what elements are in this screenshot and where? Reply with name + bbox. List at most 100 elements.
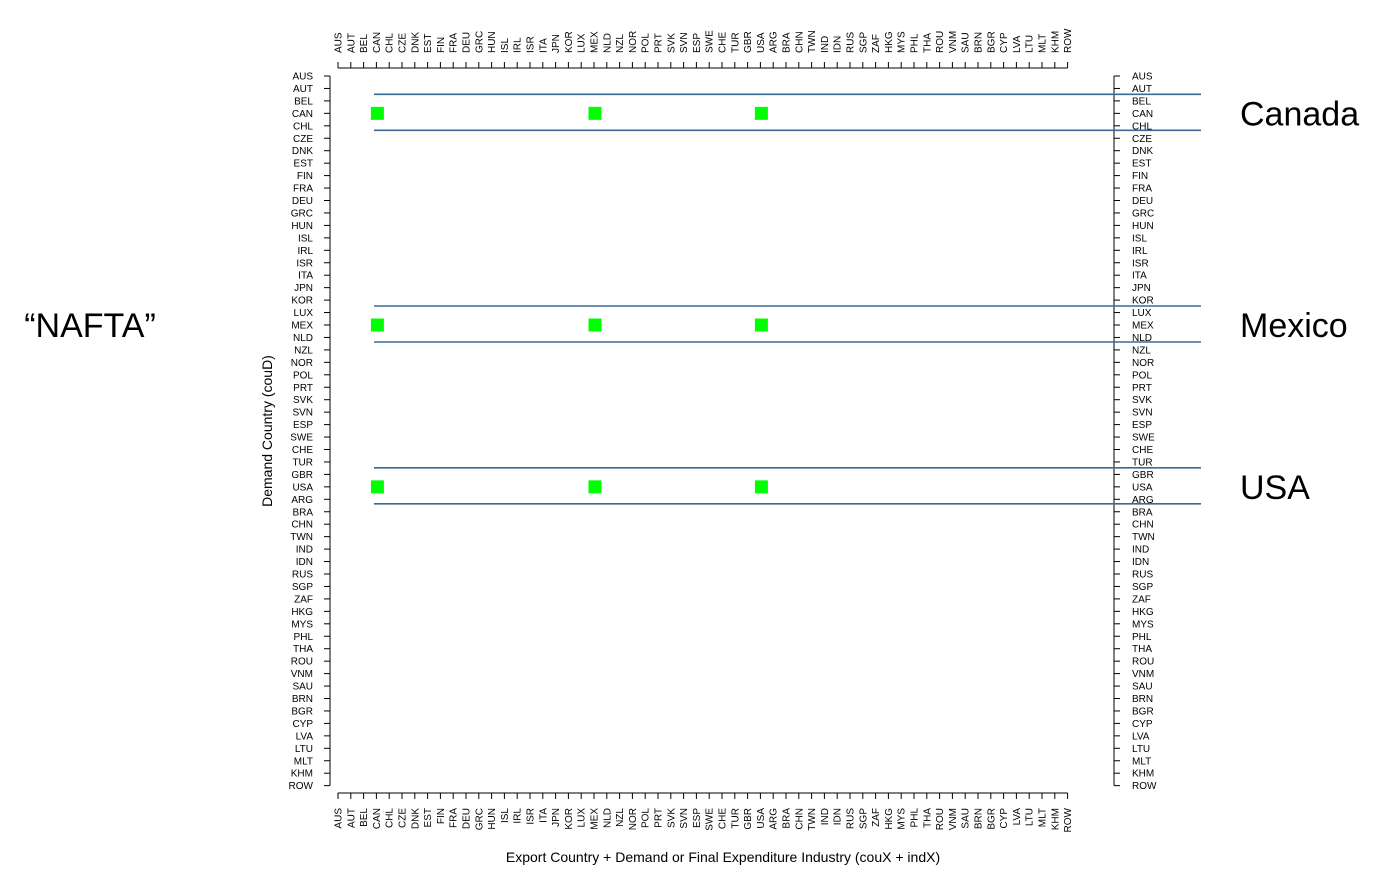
y-tick-label-right: LVA bbox=[1132, 731, 1150, 742]
x-tick-label-top: FRA bbox=[449, 33, 460, 53]
y-tick-label-right: AUT bbox=[1132, 84, 1152, 95]
y-tick-label-left: JPN bbox=[294, 283, 313, 294]
y-tick-label-left: KOR bbox=[291, 296, 313, 307]
y-tick-label-right: ROU bbox=[1132, 657, 1154, 668]
y-tick-label-right: MEX bbox=[1132, 321, 1154, 332]
y-tick-label-right: POL bbox=[1132, 370, 1152, 381]
y-tick-label-left: ZAF bbox=[294, 594, 313, 605]
x-tick-label-top: POL bbox=[641, 33, 652, 53]
y-tick-label-right: ISL bbox=[1132, 233, 1147, 244]
x-tick-label-bottom: ESP bbox=[692, 808, 703, 828]
y-tick-label-right: USA bbox=[1132, 482, 1153, 493]
y-tick-label-right: GBR bbox=[1132, 470, 1154, 481]
y-tick-label-left: CHN bbox=[291, 520, 313, 531]
y-tick-label-right: NLD bbox=[1132, 333, 1152, 344]
x-tick-label-bottom: TUR bbox=[730, 808, 741, 829]
y-tick-label-left: SGP bbox=[292, 582, 313, 593]
y-tick-label-left: HUN bbox=[291, 221, 313, 232]
y-tick-label-left: BRA bbox=[292, 507, 313, 518]
nafta-group-label: “NAFTA” bbox=[24, 307, 156, 345]
x-tick-label-top: HKG bbox=[884, 31, 895, 53]
y-tick-label-right: ISR bbox=[1132, 258, 1149, 269]
x-tick-label-top: AUT bbox=[346, 33, 357, 53]
x-tick-label-top: SVN bbox=[679, 32, 690, 53]
y-tick-label-right: JPN bbox=[1132, 283, 1151, 294]
x-tick-label-top: FIN bbox=[436, 37, 447, 53]
y-tick-label-left: SWE bbox=[290, 433, 313, 444]
y-tick-label-left: USA bbox=[292, 482, 313, 493]
row-label-mexico: Mexico bbox=[1240, 307, 1348, 345]
y-tick-label-right: SAU bbox=[1132, 682, 1153, 693]
x-tick-label-bottom: ISL bbox=[500, 808, 511, 823]
x-tick-label-top: TUR bbox=[730, 32, 741, 53]
x-tick-label-bottom: USA bbox=[756, 808, 767, 829]
y-tick-label-right: NOR bbox=[1132, 358, 1154, 369]
y-tick-label-right: BRN bbox=[1132, 694, 1153, 705]
x-tick-label-bottom: BGR bbox=[986, 808, 997, 830]
y-tick-label-left: VNM bbox=[291, 669, 313, 680]
x-tick-label-bottom: KOR bbox=[564, 808, 575, 830]
x-tick-label-top: NZL bbox=[615, 34, 626, 53]
x-tick-label-bottom: SAU bbox=[961, 808, 972, 829]
y-axis-title: Demand Country (couD) bbox=[259, 355, 275, 507]
y-tick-label-right: IRL bbox=[1132, 246, 1148, 257]
y-tick-label-left: TUR bbox=[292, 457, 313, 468]
x-tick-label-bottom: LVA bbox=[1012, 808, 1023, 826]
y-tick-label-right: SVN bbox=[1132, 408, 1153, 419]
x-axis-title: Export Country + Demand or Final Expendi… bbox=[506, 849, 940, 865]
y-tick-label-left: CHL bbox=[293, 121, 313, 132]
y-tick-label-right: THA bbox=[1132, 644, 1152, 655]
x-tick-label-bottom: TWN bbox=[807, 808, 818, 831]
y-tick-label-left: RUS bbox=[292, 570, 313, 581]
y-tick-label-right: FRA bbox=[1132, 184, 1152, 195]
x-tick-label-bottom: BRA bbox=[782, 808, 793, 829]
point-can-usa bbox=[754, 106, 768, 120]
x-tick-label-bottom: CHE bbox=[718, 808, 729, 829]
y-tick-label-right: CZE bbox=[1132, 134, 1152, 145]
y-tick-label-left: CZE bbox=[293, 134, 313, 145]
point-mex-mex bbox=[588, 318, 602, 332]
x-tick-label-top: KOR bbox=[564, 31, 575, 53]
x-tick-label-top: MYS bbox=[897, 31, 908, 53]
x-tick-label-top: LUX bbox=[577, 33, 588, 53]
y-tick-label-left: IDN bbox=[296, 557, 313, 568]
y-tick-label-right: MYS bbox=[1132, 619, 1154, 630]
y-tick-label-left: ARG bbox=[291, 495, 313, 506]
y-tick-label-left: DNK bbox=[292, 146, 313, 157]
x-tick-label-bottom: CHN bbox=[794, 808, 805, 830]
y-tick-label-right: ARG bbox=[1132, 495, 1154, 506]
x-tick-label-top: IND bbox=[820, 36, 831, 53]
x-tick-label-top: CHE bbox=[718, 32, 729, 53]
x-tick-label-bottom: ISR bbox=[526, 808, 537, 825]
y-tick-label-right: GRC bbox=[1132, 208, 1154, 219]
x-tick-label-top: THA bbox=[922, 33, 933, 53]
x-tick-label-top: PRT bbox=[654, 33, 665, 53]
y-tick-label-right: FIN bbox=[1132, 171, 1148, 182]
x-tick-label-bottom: EST bbox=[423, 808, 434, 827]
x-tick-label-bottom: LUX bbox=[577, 808, 588, 828]
y-tick-label-left: AUT bbox=[293, 84, 313, 95]
y-tick-label-right: KOR bbox=[1132, 296, 1154, 307]
x-tick-label-bottom: CAN bbox=[372, 808, 383, 829]
x-tick-label-bottom: IRL bbox=[513, 808, 524, 824]
y-tick-label-left: BEL bbox=[294, 96, 313, 107]
x-tick-label-top: MEX bbox=[590, 31, 601, 53]
y-tick-label-left: ROU bbox=[291, 657, 313, 668]
y-tick-label-left: CHE bbox=[292, 445, 313, 456]
y-tick-label-left: ITA bbox=[298, 271, 313, 282]
x-tick-label-top: EST bbox=[423, 34, 434, 53]
y-tick-label-left: CYP bbox=[292, 719, 313, 730]
y-tick-label-left: FRA bbox=[293, 184, 313, 195]
row-label-usa: USA bbox=[1240, 469, 1310, 507]
data-points bbox=[370, 106, 768, 494]
y-tick-label-left: LTU bbox=[295, 744, 313, 755]
y-tick-label-left: LUX bbox=[294, 308, 314, 319]
y-tick-label-right: DEU bbox=[1132, 196, 1153, 207]
y-tick-label-right: LUX bbox=[1132, 308, 1152, 319]
x-tick-label-bottom: HUN bbox=[487, 808, 498, 830]
x-tick-label-top: DEU bbox=[462, 32, 473, 53]
y-tick-label-left: BRN bbox=[292, 694, 313, 705]
y-tick-label-right: EST bbox=[1132, 159, 1151, 170]
y-tick-label-right: SGP bbox=[1132, 582, 1153, 593]
y-tick-label-right: ITA bbox=[1132, 271, 1147, 282]
